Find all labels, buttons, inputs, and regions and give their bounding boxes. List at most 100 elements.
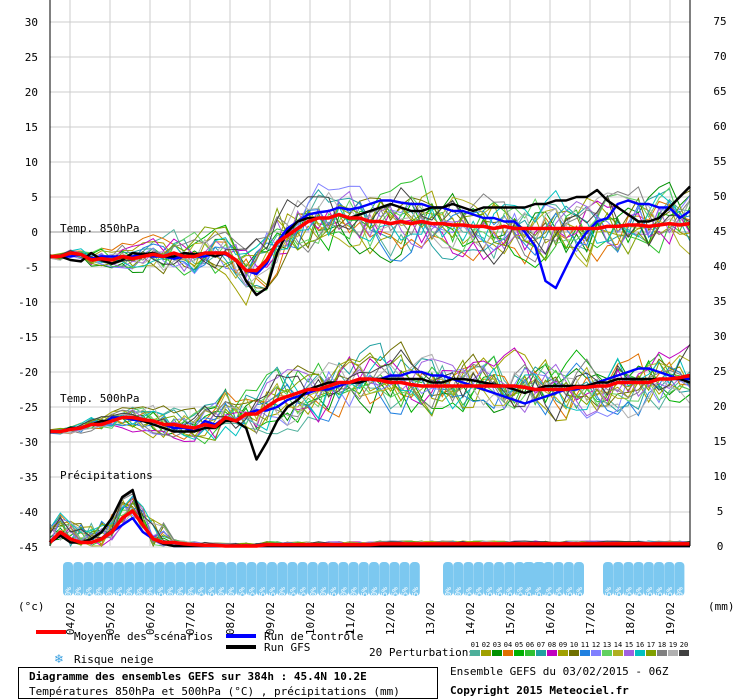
perturbation-precip-line xyxy=(49,495,691,547)
x-tick-label: 15/02 xyxy=(504,602,517,635)
perturbation-swatch xyxy=(602,650,612,656)
left-tick-label: 15 xyxy=(25,121,38,134)
snow-risk-label: 5% xyxy=(624,587,633,597)
snow-risk-label: 70% xyxy=(146,587,155,602)
snow-risk-cell xyxy=(443,562,453,596)
snow-risk-label: 5% xyxy=(565,587,574,597)
snow-risk-label: 55% xyxy=(197,587,206,602)
perturbation-id: 16 xyxy=(636,641,644,649)
snowflake-icon: ❄ xyxy=(146,555,154,565)
snow-risk-cell xyxy=(563,562,574,596)
snow-risk-cell xyxy=(73,562,84,596)
snowflake-icon: ❄ xyxy=(136,555,144,565)
x-tick-label: 10/02 xyxy=(304,602,317,635)
snow-risk-label: 5% xyxy=(645,587,654,597)
perturbation-id: 06 xyxy=(526,641,534,649)
snowflake-icon: ❄ xyxy=(74,555,82,565)
snowflake-icon: ❄ xyxy=(85,555,93,565)
snowflake-icon: ❄ xyxy=(115,555,123,565)
perturbation-legend: 01 02 03 04 05 06 07 08 09 10 11 12 13 14 15 16 17 18 19 20 xyxy=(470,641,689,656)
right-tick-label: 20 xyxy=(713,400,726,413)
perturbation-swatch xyxy=(558,650,568,656)
perturbation-id: 12 xyxy=(592,641,600,649)
perturbation-t850-line xyxy=(49,186,691,293)
perturbation-t850-line xyxy=(49,186,691,263)
snow-risk-cell xyxy=(175,562,186,596)
snow-risk-label: 10% xyxy=(339,587,348,602)
snowflake-icon: ❄ xyxy=(95,555,103,565)
snowflake-icon: ❄ xyxy=(360,555,368,565)
perturbation-t500-line xyxy=(49,341,691,435)
snowflake-icon: ❄ xyxy=(465,555,473,565)
snowflake-icon: ❄ xyxy=(217,555,225,565)
snowflake-icon: ❄ xyxy=(319,555,327,565)
snow-risk-label: 30% xyxy=(227,587,236,602)
snowflake-icon: ❄ xyxy=(475,555,483,565)
mean-t850-line xyxy=(50,212,691,273)
left-tick-label: 5 xyxy=(31,191,38,204)
perturbation-id: 07 xyxy=(537,641,545,649)
perturbation-id: 15 xyxy=(625,641,633,649)
snow-risk-label: 40% xyxy=(64,587,73,602)
snow-risk-cell xyxy=(409,562,420,596)
snow-risk-label: 5% xyxy=(655,587,664,597)
snow-risk-cell xyxy=(236,562,247,596)
left-tick-label: 30 xyxy=(25,16,38,29)
perturbation-swatch xyxy=(668,650,678,656)
snowflake-icon: ❄ xyxy=(444,555,452,565)
snow-risk-cell xyxy=(277,562,288,596)
snow-risk-label: 10% xyxy=(444,587,453,602)
snowflake-icon: ❄ xyxy=(524,555,532,565)
snow-risk-cell xyxy=(463,562,474,596)
left-tick-label: 0 xyxy=(31,226,38,239)
snowflake-icon: ❄ xyxy=(380,555,388,565)
snow-risk-label: 5% xyxy=(635,587,644,597)
left-tick-label: -5 xyxy=(25,261,38,274)
perturbation-swatch xyxy=(547,650,557,656)
snow-risk-cell xyxy=(63,562,73,596)
snowflake-icon: ❄ xyxy=(485,555,493,565)
snow-risk-label: 5% xyxy=(575,587,584,597)
snow-risk-label: 5% xyxy=(360,587,369,597)
snow-risk-label: 55% xyxy=(115,587,124,602)
perturbation-swatch xyxy=(536,650,546,656)
right-tick-label: 35 xyxy=(713,295,726,308)
snow-risk-cell xyxy=(603,562,613,596)
snow-risk-label: 5% xyxy=(495,587,504,597)
x-tick-label: 07/02 xyxy=(184,602,197,635)
left-tick-label: -20 xyxy=(18,366,38,379)
right-tick-label: 70 xyxy=(713,50,726,63)
snow-risk-label: 25% xyxy=(237,587,246,602)
snowflake-icon: ❄ xyxy=(665,555,673,565)
perturbation-id: 17 xyxy=(647,641,655,649)
perturbation-id: 08 xyxy=(548,641,556,649)
right-tick-label: 45 xyxy=(713,225,726,238)
main-series-lines xyxy=(48,185,691,548)
left-tick-label: 10 xyxy=(25,156,38,169)
snow-risk-cell xyxy=(246,562,257,596)
snow-risk-cell xyxy=(297,562,308,596)
snow-risk-label: 5% xyxy=(411,587,420,597)
snowflake-icon: ❄ xyxy=(575,555,583,565)
snowflake-icon: ❄ xyxy=(495,555,503,565)
snow-risk-cell xyxy=(267,562,277,596)
snow-risk-label: 10% xyxy=(278,587,287,602)
snowflake-icon: ❄ xyxy=(401,555,409,565)
perturbation-swatch xyxy=(525,650,535,656)
snowflake-icon: ❄ xyxy=(309,555,317,565)
snow-risk-label: 5% xyxy=(604,587,613,597)
snow-risk-cell xyxy=(195,562,206,596)
perturbation-swatch xyxy=(481,650,491,656)
chart-title-box: Diagramme des ensembles GEFS sur 384h : … xyxy=(18,667,438,699)
snow-risk-label: 5% xyxy=(380,587,389,597)
snow-risk-label: 5% xyxy=(390,587,399,597)
snow-risk-label: 5% xyxy=(248,587,257,597)
x-tick-label: 12/02 xyxy=(384,602,397,635)
snow-risk-label: 10% xyxy=(105,587,114,602)
perturbation-id: 11 xyxy=(581,641,589,649)
right-tick-label: 0 xyxy=(717,540,724,553)
perturbation-swatch xyxy=(503,650,513,656)
perturbation-swatch xyxy=(646,650,656,656)
snowflake-icon: ❄ xyxy=(516,555,524,565)
perturbation-t850-line xyxy=(49,191,691,288)
